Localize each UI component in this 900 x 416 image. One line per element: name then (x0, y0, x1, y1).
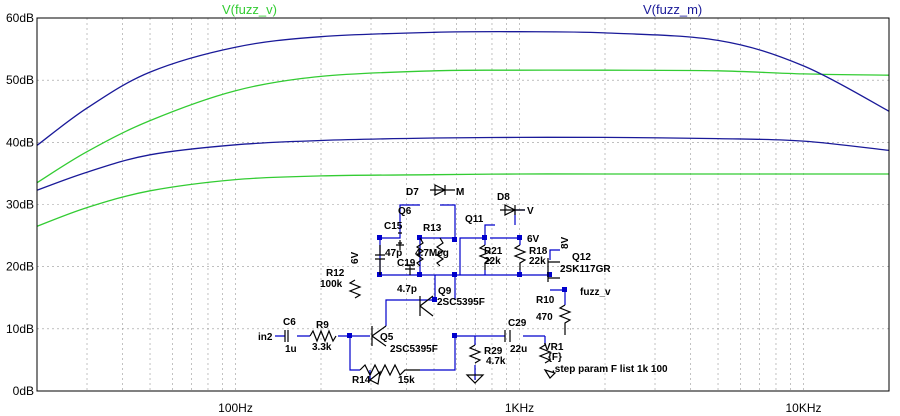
r29-value: 4.7k (486, 356, 506, 367)
q9-ref: Q9 (438, 286, 452, 297)
y-tick-label: 0dB (13, 384, 34, 398)
vr1-value: {F} (548, 352, 562, 363)
x-tick-label: 100Hz (218, 401, 253, 415)
q11-ref: Q11 (465, 214, 484, 225)
r13-value: 4.7Meg (415, 248, 449, 259)
series-line-fuzz-m-2 (36, 30, 890, 146)
y-tick-label: 10dB (6, 322, 34, 336)
q5-model: 2SC5395F (390, 344, 438, 355)
r18-value: 22k (529, 256, 546, 267)
v-q12-label: 8V (560, 236, 571, 249)
net-label-in2: in2 (258, 332, 273, 343)
y-tick-label: 50dB (6, 73, 34, 87)
c19-value: 4.7p (397, 284, 417, 295)
y-tick-label: 40dB (6, 135, 34, 149)
c6-value: 1u (285, 344, 297, 355)
schematic: in2 C6 1u R9 3.3k Q5 2SC5395F R14 15k R1… (258, 184, 668, 386)
series-line-fuzz-v-0 (36, 69, 890, 184)
v-right-label: 6V (527, 234, 540, 245)
legend-fuzz-m: V(fuzz_m) (643, 2, 702, 17)
d7-ref: D7 (406, 187, 419, 198)
c29-value: 22u (510, 344, 527, 355)
q12-ref: Q12 (572, 252, 591, 263)
r10-value: 470 (536, 312, 553, 323)
vr1-ref: VR1 (544, 342, 564, 353)
r9-ref: R9 (316, 320, 329, 331)
c15-value: 47p (385, 248, 402, 259)
r9-value: 3.3k (312, 342, 332, 353)
r12-value: 100k (320, 279, 343, 290)
tick-labels: 0dB 10dB 20dB 30dB 40dB 50dB 60dB 100Hz 1KHz 10KH… (6, 11, 822, 415)
curves (36, 30, 890, 227)
q12-model: 2SK117GR (560, 264, 611, 275)
r21-ref: R21 (484, 246, 503, 257)
r21-value: 22k (484, 256, 501, 267)
step-directive: .step param F list 1k 100 (552, 364, 668, 375)
plot-frame (36, 17, 890, 392)
r14-value: 15k (398, 375, 415, 386)
c29-ref: C29 (508, 318, 527, 329)
net-label-m: M (456, 187, 464, 198)
c19-ref: C19 (397, 258, 416, 269)
r12-ref: R12 (326, 268, 345, 279)
v-top-label: 6V (350, 251, 361, 264)
legend-fuzz-v: V(fuzz_v) (222, 2, 277, 17)
r14-ref: R14 (352, 375, 371, 386)
r18-ref: R18 (529, 246, 548, 257)
grid (36, 17, 890, 392)
y-tick-label: 30dB (6, 198, 34, 212)
r13-ref: R13 (423, 223, 442, 234)
c15-ref: C15 (384, 221, 403, 232)
y-tick-label: 20dB (6, 260, 34, 274)
d8-ref: D8 (497, 192, 510, 203)
x-tick-label: 1KHz (505, 401, 534, 415)
r29-ref: R29 (484, 346, 503, 357)
schematic-components (284, 184, 572, 385)
net-label-fuzz-v: fuzz_v (580, 287, 611, 298)
series-line-fuzz-m-3 (36, 136, 890, 191)
net-label-v: V (527, 206, 534, 217)
c6-ref: C6 (283, 317, 296, 328)
q9-model: 2SC5395F (437, 297, 485, 308)
q6-ref: Q6 (398, 206, 412, 217)
series-line-fuzz-v-1 (36, 173, 889, 227)
r10-ref: R10 (536, 295, 555, 306)
x-tick-label: 10KHz (785, 401, 821, 415)
q5-ref: Q5 (380, 332, 394, 343)
y-tick-label: 60dB (6, 11, 34, 25)
